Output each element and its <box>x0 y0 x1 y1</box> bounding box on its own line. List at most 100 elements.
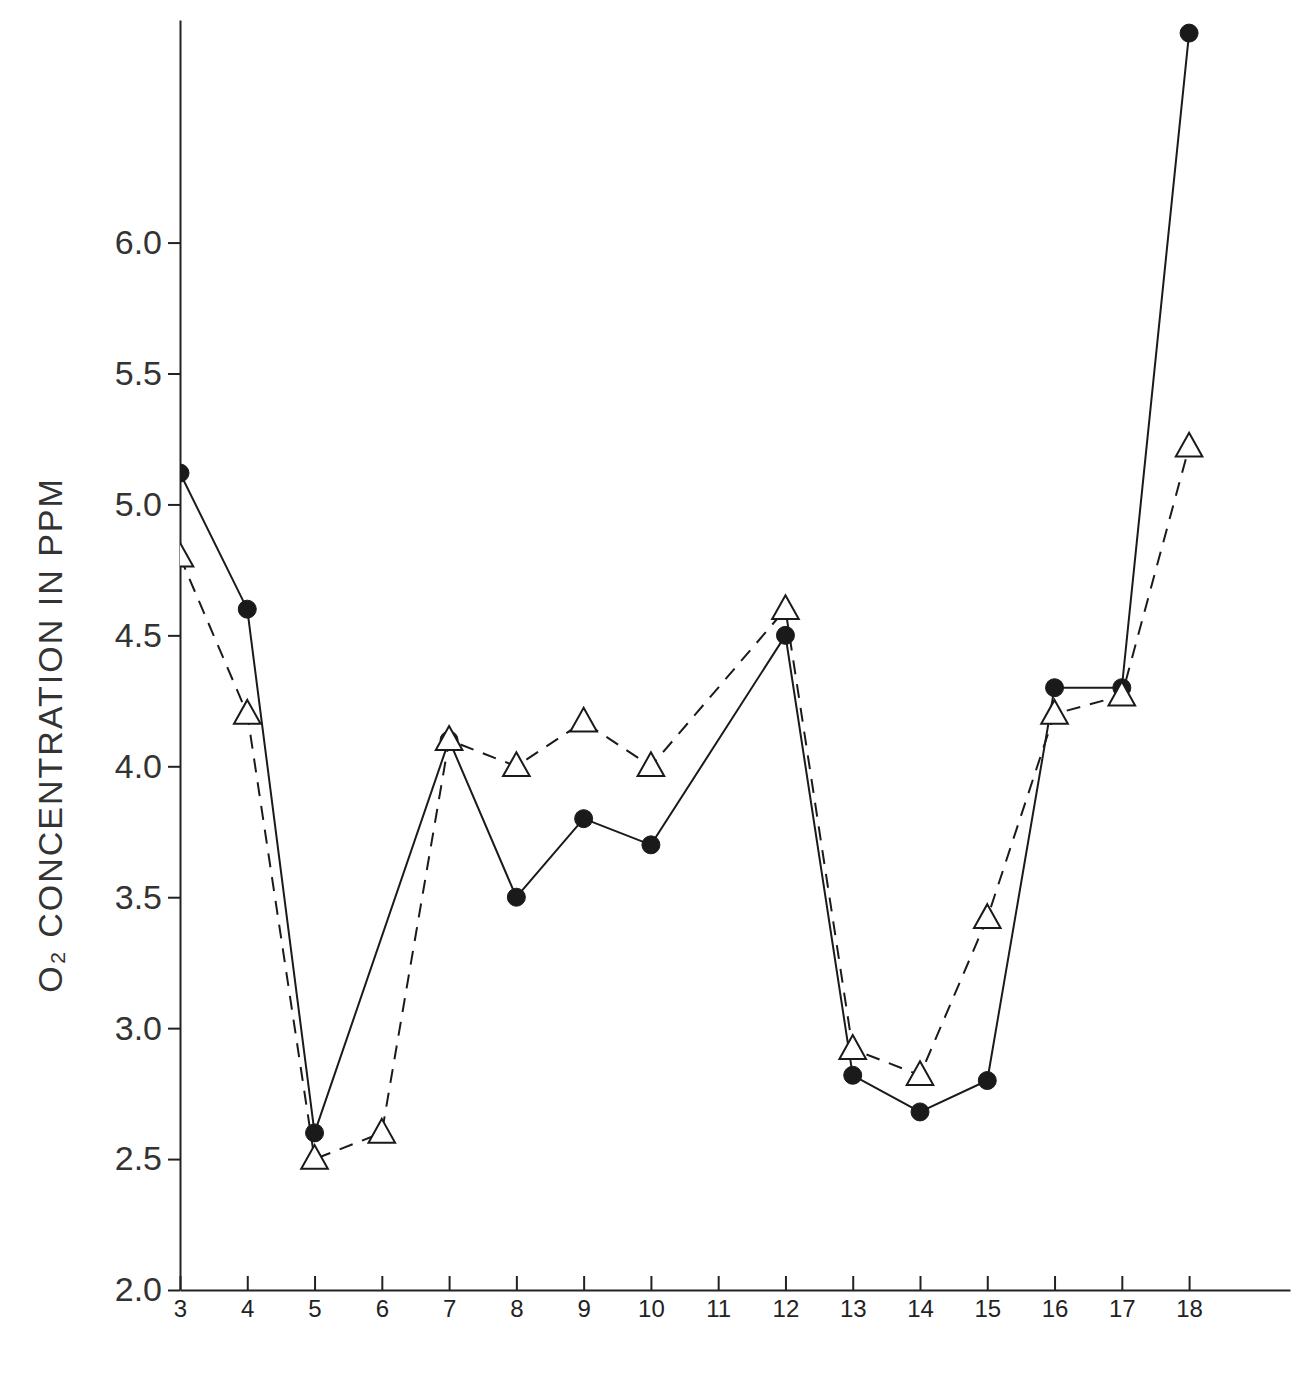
x-tick-mark <box>785 1276 787 1290</box>
y-tick-label: 3.5 <box>115 878 162 916</box>
x-tick: 6 <box>376 1276 389 1322</box>
x-tick-label: 14 <box>907 1295 934 1322</box>
y-tick-label: 4.5 <box>115 616 162 654</box>
x-tick-mark <box>1054 1276 1056 1290</box>
x-tick-mark <box>1189 1276 1191 1290</box>
x-tick-mark <box>650 1276 652 1290</box>
x-tick: 15 <box>974 1276 1001 1322</box>
y-tick-mark <box>168 1159 180 1161</box>
x-axis-line <box>181 1290 1291 1292</box>
data-point <box>306 1124 324 1142</box>
y-tick: 4.0 <box>115 747 180 785</box>
y-tick-label: 3.0 <box>115 1009 162 1047</box>
data-point <box>776 626 794 644</box>
x-tick: 14 <box>907 1276 934 1322</box>
x-tick-mark <box>987 1276 989 1290</box>
x-tick-mark <box>1121 1276 1123 1290</box>
data-point <box>575 810 593 828</box>
y-tick: 3.0 <box>115 1009 180 1047</box>
y-tick-label: 5.5 <box>115 354 162 392</box>
x-tick-mark <box>516 1276 518 1290</box>
x-tick-mark <box>852 1276 854 1290</box>
x-tick-label: 8 <box>510 1295 523 1322</box>
y-tick: 4.5 <box>115 616 180 654</box>
data-point <box>642 836 660 854</box>
data-point <box>638 752 665 776</box>
data-point <box>1176 433 1203 457</box>
series-line <box>180 447 1189 1159</box>
y-tick: 6.0 <box>115 223 180 261</box>
data-point <box>1109 682 1136 706</box>
x-tick-label: 3 <box>174 1295 187 1322</box>
x-tick-label: 17 <box>1109 1295 1136 1322</box>
data-point <box>503 752 530 776</box>
x-tick-mark <box>920 1276 922 1290</box>
x-tick-label: 12 <box>773 1295 800 1322</box>
x-tick-label: 4 <box>241 1295 254 1322</box>
data-point <box>911 1103 929 1121</box>
data-point <box>1046 679 1064 697</box>
x-tick-label: 16 <box>1042 1295 1069 1322</box>
y-tick-label: 4.0 <box>115 747 162 785</box>
data-point <box>507 888 525 906</box>
x-tick: 8 <box>510 1276 523 1322</box>
data-point <box>844 1066 862 1084</box>
y-tick-label: 2.0 <box>115 1270 162 1308</box>
x-tick: 13 <box>840 1276 867 1322</box>
x-tick: 17 <box>1109 1276 1136 1322</box>
y-tick: 5.0 <box>115 485 180 523</box>
data-point <box>369 1119 396 1143</box>
y-tick-mark <box>168 635 180 637</box>
x-tick-label: 15 <box>974 1295 1001 1322</box>
y-tick: 2.5 <box>115 1139 180 1177</box>
x-tick-mark <box>449 1276 451 1290</box>
y-tick-label: 5.0 <box>115 485 162 523</box>
data-point <box>1041 700 1068 724</box>
x-tick: 7 <box>443 1276 456 1322</box>
data-point <box>1180 24 1198 42</box>
data-point <box>436 726 463 750</box>
x-tick-label: 6 <box>376 1295 389 1322</box>
data-point <box>238 600 256 618</box>
data-point <box>234 700 261 724</box>
y-tick-mark <box>168 373 180 375</box>
y-tick-label: 2.5 <box>115 1139 162 1177</box>
data-point <box>772 595 799 619</box>
y-tick-mark <box>168 766 180 768</box>
y-tick-mark <box>168 1028 180 1030</box>
x-tick-label: 7 <box>443 1295 456 1322</box>
x-axis: 3 4 5 6 7 8 9 10 11 12 13 14 15 16 17 18 <box>174 1276 1291 1322</box>
x-tick: 16 <box>1042 1276 1069 1322</box>
x-tick: 9 <box>577 1276 590 1322</box>
y-axis-line <box>180 21 182 1291</box>
x-tick-mark <box>247 1276 249 1290</box>
x-tick: 11 <box>706 1276 731 1322</box>
y-tick: 3.5 <box>115 878 180 916</box>
data-point <box>180 543 193 567</box>
y-tick: 5.5 <box>115 354 180 392</box>
x-tick: 12 <box>773 1276 800 1322</box>
x-tick-mark <box>314 1276 316 1290</box>
x-tick: 5 <box>308 1276 321 1322</box>
x-tick-label: 10 <box>638 1295 665 1322</box>
x-tick-label: 13 <box>840 1295 867 1322</box>
y-tick-label: 6.0 <box>115 223 162 261</box>
data-point <box>570 708 597 732</box>
plot-area <box>180 24 1202 1169</box>
x-tick-label: 18 <box>1176 1295 1203 1322</box>
data-point <box>974 904 1001 928</box>
chart: 3 4 5 6 7 8 9 10 11 12 13 14 15 16 17 18 2.0 2.5 3.0 3.5 4.0… <box>0 0 1300 1385</box>
data-point <box>839 1035 866 1059</box>
y-axis-title: O₂ CONCENTRATION IN PPM <box>31 477 69 993</box>
data-point <box>978 1072 996 1090</box>
x-tick-mark <box>381 1276 383 1290</box>
y-tick-mark <box>168 504 180 506</box>
x-tick: 18 <box>1176 1276 1203 1322</box>
data-point <box>301 1145 328 1169</box>
y-tick-mark <box>168 897 180 899</box>
x-tick-label: 11 <box>706 1295 731 1322</box>
y-tick: 2.0 <box>115 1270 180 1308</box>
x-tick-mark <box>718 1276 720 1290</box>
y-tick-mark <box>168 1290 180 1292</box>
x-tick: 10 <box>638 1276 665 1322</box>
